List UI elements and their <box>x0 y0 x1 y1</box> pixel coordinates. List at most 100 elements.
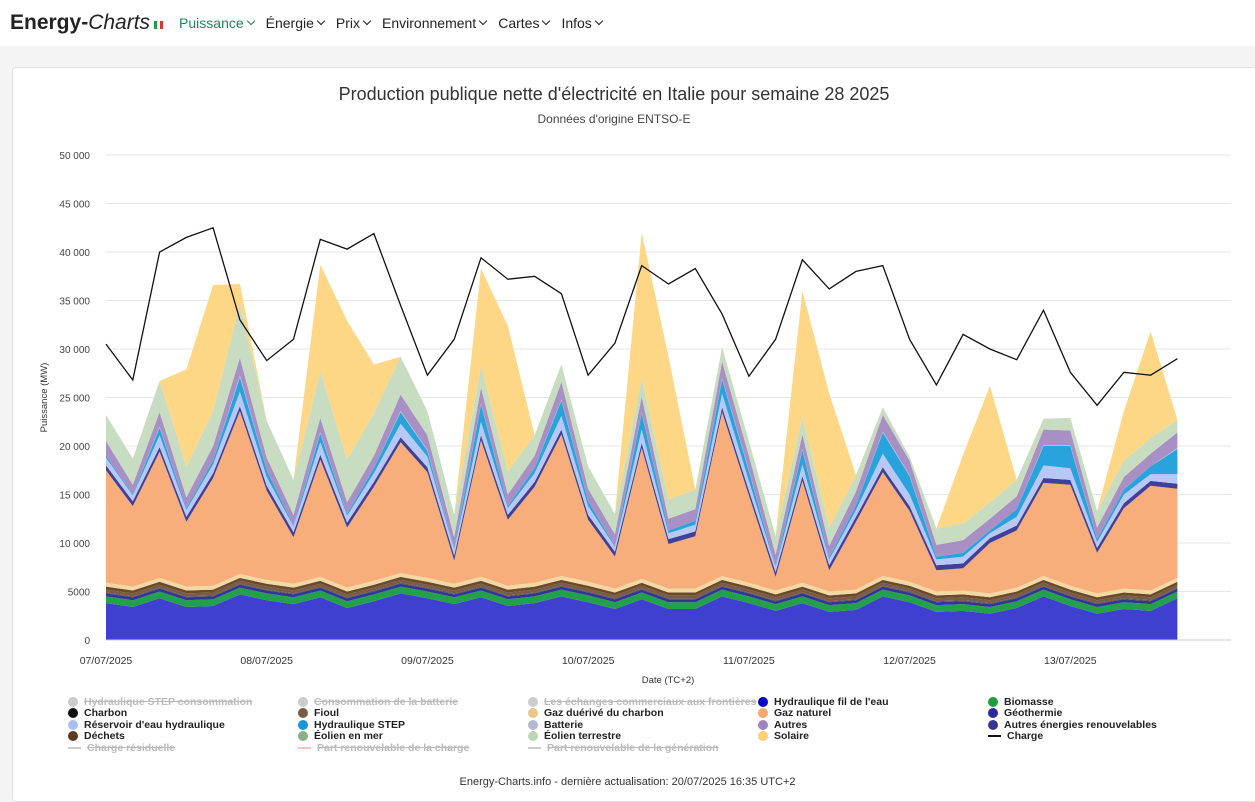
chevron-down-icon <box>542 16 551 26</box>
x-tick-label: 11/07/2025 <box>723 655 775 667</box>
legend-dot-icon <box>528 697 538 707</box>
legend-item-d-chets[interactable]: Déchets <box>68 730 125 742</box>
legend-line-icon <box>528 747 541 749</box>
legend-label: Consommation de la batterie <box>314 696 459 708</box>
legend-label: Autres <box>774 719 808 731</box>
legend-label: Part renouvelable de la génération <box>547 742 719 754</box>
area-gaz-naturel <box>106 411 1178 594</box>
legend-label: Part renouvelable de la charge <box>317 742 470 754</box>
y-axis-label: Puissance (MW) <box>39 363 50 433</box>
legend-dot-icon <box>528 720 538 730</box>
nav-label: Cartes <box>498 15 540 31</box>
legend-item-charge-r-siduelle[interactable]: Charge résiduelle <box>68 742 175 754</box>
legend-item-consommation-de-la-batterie[interactable]: Consommation de la batterie <box>298 696 458 708</box>
legend-item-part-renouvelable-de-la-g-n-ration[interactable]: Part renouvelable de la génération <box>528 742 719 754</box>
legend-label: Hydraulique fil de l'eau <box>774 696 889 708</box>
legend-item-solaire[interactable]: Solaire <box>758 730 809 742</box>
nav-cartes[interactable]: Cartes <box>498 15 551 31</box>
nav-environnement[interactable]: Environnement <box>382 15 488 31</box>
legend-item-gaz-naturel[interactable]: Gaz naturel <box>758 707 831 719</box>
legend-item-g-othermie[interactable]: Géothermie <box>988 707 1062 719</box>
legend-item-r-servoir-d-eau-hydraulique[interactable]: Réservoir d'eau hydraulique <box>68 719 225 731</box>
nav-label: Puissance <box>179 15 244 31</box>
legend-item-autres-nergies-renouvelables[interactable]: Autres énergies renouvelables <box>988 719 1157 731</box>
legend-label: Solaire <box>774 730 810 742</box>
nav-label: Énergie <box>265 15 314 31</box>
nav-label: Infos <box>561 15 592 31</box>
chevron-down-icon <box>594 16 604 26</box>
legend-item--olien-terrestre[interactable]: Éolien terrestre <box>528 730 621 742</box>
x-tick-label: 12/07/2025 <box>883 655 936 667</box>
legend-item--olien-en-mer[interactable]: Éolien en mer <box>298 730 383 742</box>
legend-line-icon <box>298 747 311 749</box>
chevron-down-icon <box>362 16 372 26</box>
legend-dot-icon <box>298 708 308 718</box>
legend-item-biomasse[interactable]: Biomasse <box>988 696 1054 708</box>
chevron-down-icon <box>246 16 255 26</box>
chart-title: Production publique nette d'électricité … <box>339 84 890 104</box>
legend-dot-icon <box>298 697 308 707</box>
legend-label: Déchets <box>84 730 125 742</box>
legend-label: Réservoir d'eau hydraulique <box>84 719 225 731</box>
legend-item-part-renouvelable-de-la-charge[interactable]: Part renouvelable de la charge <box>298 742 469 754</box>
nav-puissance[interactable]: Puissance <box>179 15 255 31</box>
y-tick-label: 20 000 <box>59 442 90 453</box>
legend-label: Hydraulique STEP consommation <box>84 696 253 708</box>
legend-item-autres[interactable]: Autres <box>758 719 807 731</box>
legend-dot-icon <box>758 708 768 718</box>
nav-label: Environnement <box>382 15 477 31</box>
nav-infos[interactable]: Infos <box>561 15 604 31</box>
area-hydraulique-fil-de-l-eau <box>106 593 1178 640</box>
y-tick-label: 30 000 <box>59 345 90 356</box>
legend-item-les-changes-commerciaux-aux-fronti-res[interactable]: Les échanges commerciaux aux frontières <box>528 696 756 708</box>
legend-item-batterie[interactable]: Batterie <box>528 719 583 731</box>
legend-item-hydraulique-step-consommation[interactable]: Hydraulique STEP consommation <box>68 696 252 708</box>
nav-energie[interactable]: Énergie <box>265 15 326 31</box>
legend-label: Charge <box>1007 730 1044 742</box>
legend-item-fioul[interactable]: Fioul <box>298 707 339 719</box>
chevron-down-icon <box>478 16 488 26</box>
y-tick-label: 35 000 <box>59 297 90 308</box>
x-tick-label: 07/07/2025 <box>80 655 133 667</box>
legend-dot-icon <box>528 731 538 741</box>
legend-label: Biomasse <box>1004 696 1054 708</box>
legend-dot-icon <box>68 720 78 730</box>
legend-dot-icon <box>758 731 768 741</box>
legend-item-charbon[interactable]: Charbon <box>68 707 127 719</box>
legend-line-icon <box>68 747 81 749</box>
legend-dot-icon <box>68 731 78 741</box>
main-nav: Puissance Énergie Prix Environnement Car… <box>179 15 614 31</box>
brand-part1: Energy- <box>10 11 89 34</box>
legend-label: Charge résiduelle <box>87 742 176 754</box>
legend-dot-icon <box>298 720 308 730</box>
x-tick-label: 10/07/2025 <box>562 655 615 667</box>
legend-label: Géothermie <box>1004 707 1063 719</box>
legend-dot-icon <box>758 720 768 730</box>
legend-dot-icon <box>68 708 78 718</box>
y-tick-label: 5000 <box>68 588 91 599</box>
chart-subtitle: Données d'origine ENTSO-E <box>537 112 690 126</box>
legend-item-hydraulique-fil-de-l-eau[interactable]: Hydraulique fil de l'eau <box>758 696 889 708</box>
y-tick-label: 45 000 <box>59 200 90 211</box>
y-tick-label: 25 000 <box>59 394 90 405</box>
legend-item-charge[interactable]: Charge <box>988 730 1043 742</box>
x-tick-label: 08/07/2025 <box>240 655 293 667</box>
legend-item-hydraulique-step[interactable]: Hydraulique STEP <box>298 719 405 731</box>
nav-prix[interactable]: Prix <box>335 15 372 31</box>
legend-label: Gaz duérivé du charbon <box>544 707 664 719</box>
legend-label: Éolien terrestre <box>544 730 622 742</box>
brand-logo[interactable]: Energy- Charts <box>10 11 164 35</box>
legend-label: Éolien en mer <box>314 730 383 742</box>
legend-item-gaz-du-riv-du-charbon[interactable]: Gaz duérivé du charbon <box>528 707 664 719</box>
legend-dot-icon <box>988 708 998 718</box>
y-tick-label: 40 000 <box>59 248 90 259</box>
y-tick-label: 15 000 <box>59 491 90 502</box>
legend-dot-icon <box>528 708 538 718</box>
legend-label: Les échanges commerciaux aux frontières <box>544 696 757 708</box>
legend-label: Hydraulique STEP <box>314 719 406 731</box>
legend-dot-icon <box>298 731 308 741</box>
top-navbar: Energy- Charts Puissance Énergie Prix Env… <box>0 0 1255 46</box>
legend-dot-icon <box>68 697 78 707</box>
nav-label: Prix <box>335 15 361 31</box>
legend-dot-icon <box>988 697 998 707</box>
